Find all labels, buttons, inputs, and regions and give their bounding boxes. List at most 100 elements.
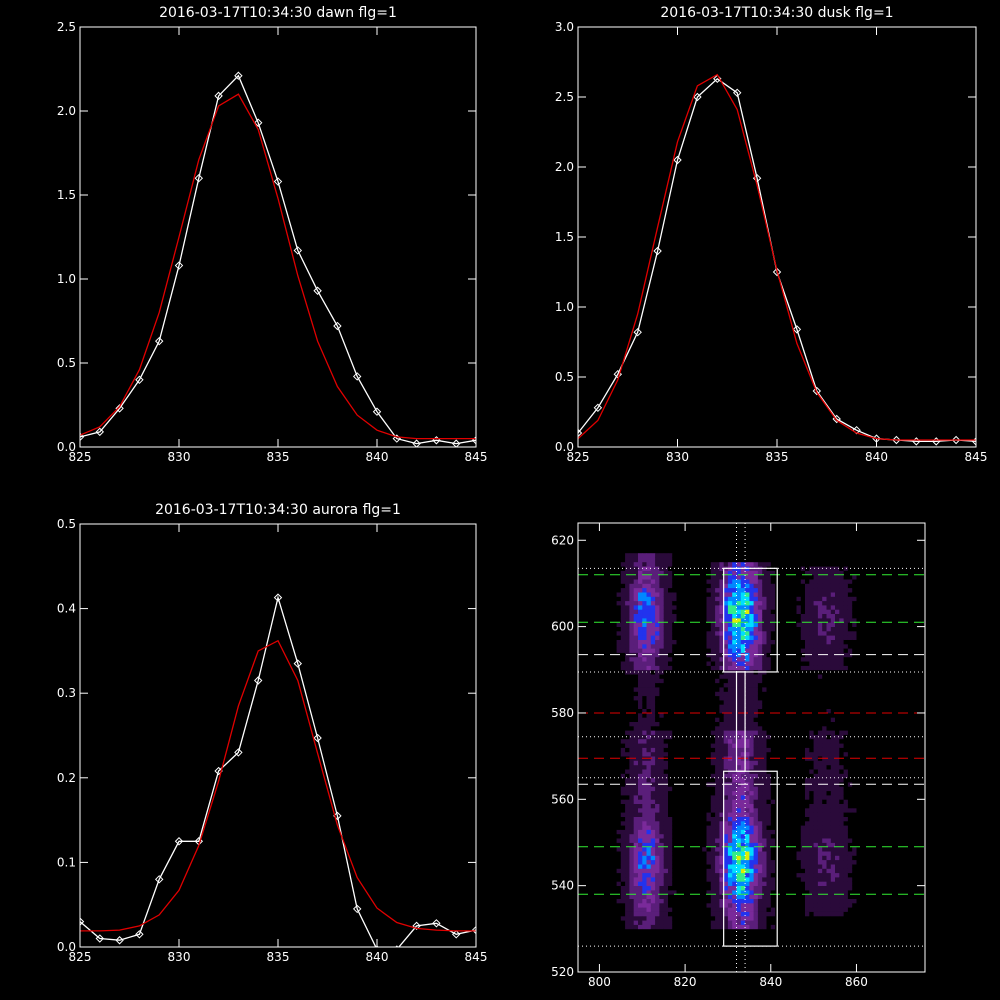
heatmap-cell	[787, 717, 793, 722]
heatmap-cell	[762, 756, 767, 761]
heatmap-cell	[698, 807, 703, 813]
heatmap-cell	[693, 803, 699, 809]
heatmap-cell	[620, 721, 626, 727]
heatmap-cell	[685, 661, 690, 666]
heatmap-cell	[680, 695, 686, 701]
heatmap-cell	[702, 790, 707, 796]
heatmap-cell	[676, 592, 682, 597]
heatmap-cell	[685, 842, 690, 848]
heatmap-cell	[582, 902, 587, 908]
heatmap-cell	[749, 890, 755, 895]
heatmap-cell	[745, 738, 750, 744]
heatmap-cell	[689, 877, 695, 882]
heatmap-cell	[766, 924, 772, 930]
heatmap-cell	[710, 941, 716, 947]
heatmap-cell	[582, 734, 587, 740]
heatmap-cell	[740, 795, 746, 800]
heatmap-cell	[642, 708, 647, 714]
heatmap-cell	[578, 618, 583, 623]
heatmap-cell	[762, 790, 767, 796]
heatmap-cell	[796, 704, 802, 709]
heatmap-cell	[719, 695, 725, 701]
heatmap-cell	[723, 842, 729, 848]
heatmap-cell	[770, 730, 776, 735]
heatmap-cell	[732, 773, 737, 779]
heatmap-cell	[676, 851, 682, 856]
series-line-0	[80, 595, 476, 947]
heatmap-cell	[766, 846, 772, 852]
heatmap-cell	[749, 630, 755, 636]
heatmap-cell	[646, 950, 652, 956]
heatmap-cell	[590, 561, 596, 567]
heatmap-cell	[599, 816, 605, 822]
heatmap-cell	[668, 915, 673, 921]
heatmap-cell	[727, 760, 733, 766]
heatmap-cell	[642, 557, 647, 563]
heatmap-cell	[629, 626, 635, 632]
heatmap-cell	[719, 877, 725, 882]
heatmap-cell	[586, 630, 592, 636]
heatmap-cell	[625, 920, 630, 925]
heatmap-cell	[757, 600, 763, 606]
heatmap-cell	[608, 795, 613, 800]
heatmap-cell	[676, 609, 682, 614]
x-tick-label: 835	[267, 450, 290, 464]
heatmap-cell	[727, 790, 733, 796]
heatmap-cell	[702, 713, 707, 718]
heatmap-cell	[663, 803, 669, 809]
heatmap-cell	[595, 833, 600, 839]
heatmap-cell	[590, 756, 596, 761]
heatmap-cell	[689, 665, 695, 671]
heatmap-cell	[745, 725, 750, 731]
heatmap-cell	[655, 751, 660, 757]
heatmap-cell	[633, 717, 639, 722]
heatmap-cell	[608, 902, 613, 908]
heatmap-cell	[642, 669, 647, 675]
heatmap-cell	[783, 609, 789, 614]
heatmap-cell	[590, 842, 596, 848]
heatmap-cell	[612, 907, 617, 912]
heatmap-cell	[655, 708, 660, 714]
heatmap-cell	[629, 795, 635, 800]
heatmap-cell	[706, 907, 712, 912]
heatmap-cell	[590, 725, 596, 731]
heatmap-cell	[723, 920, 729, 925]
heatmap-cell	[792, 816, 797, 822]
heatmap-cell	[719, 941, 725, 947]
heatmap-cell	[659, 721, 665, 727]
heatmap-cell	[689, 661, 695, 666]
heatmap-cell	[620, 730, 626, 735]
heatmap-cell	[736, 764, 742, 770]
heatmap-cell	[727, 592, 733, 597]
heatmap-cell	[668, 708, 673, 714]
heatmap-cell	[646, 902, 652, 908]
heatmap-cell	[736, 902, 742, 908]
heatmap-cell	[625, 725, 630, 731]
heatmap-cell	[608, 665, 613, 671]
heatmap-cell	[779, 635, 784, 640]
heatmap-cell	[650, 751, 656, 757]
heatmap-cell	[715, 885, 720, 891]
heatmap-cell	[595, 950, 600, 956]
heatmap-cell	[599, 730, 605, 735]
heatmap-cell	[745, 890, 750, 895]
heatmap-cell	[590, 833, 596, 839]
heatmap-cell	[757, 695, 763, 701]
data-point	[352, 904, 362, 914]
heatmap-cell	[590, 946, 596, 951]
heatmap-cell	[650, 877, 656, 882]
heatmap-cell	[723, 807, 729, 813]
heatmap-cell	[710, 890, 716, 895]
heatmap-cell	[616, 557, 622, 563]
heatmap-cell	[693, 764, 699, 770]
heatmap-cell	[620, 859, 626, 865]
heatmap-cell	[659, 915, 665, 921]
heatmap-cell	[698, 600, 703, 606]
heatmap-cell	[766, 674, 772, 679]
heatmap-cell	[586, 937, 592, 943]
heatmap-cell	[689, 795, 695, 800]
heatmap-cell	[672, 859, 677, 865]
heatmap-cell	[638, 846, 643, 852]
heatmap-cell	[633, 725, 639, 731]
heatmap-cell	[612, 812, 617, 817]
